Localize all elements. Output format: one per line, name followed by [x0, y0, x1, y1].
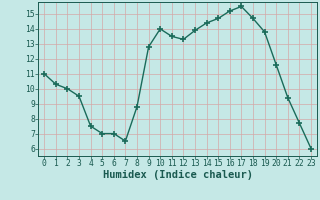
X-axis label: Humidex (Indice chaleur): Humidex (Indice chaleur)	[103, 170, 252, 180]
